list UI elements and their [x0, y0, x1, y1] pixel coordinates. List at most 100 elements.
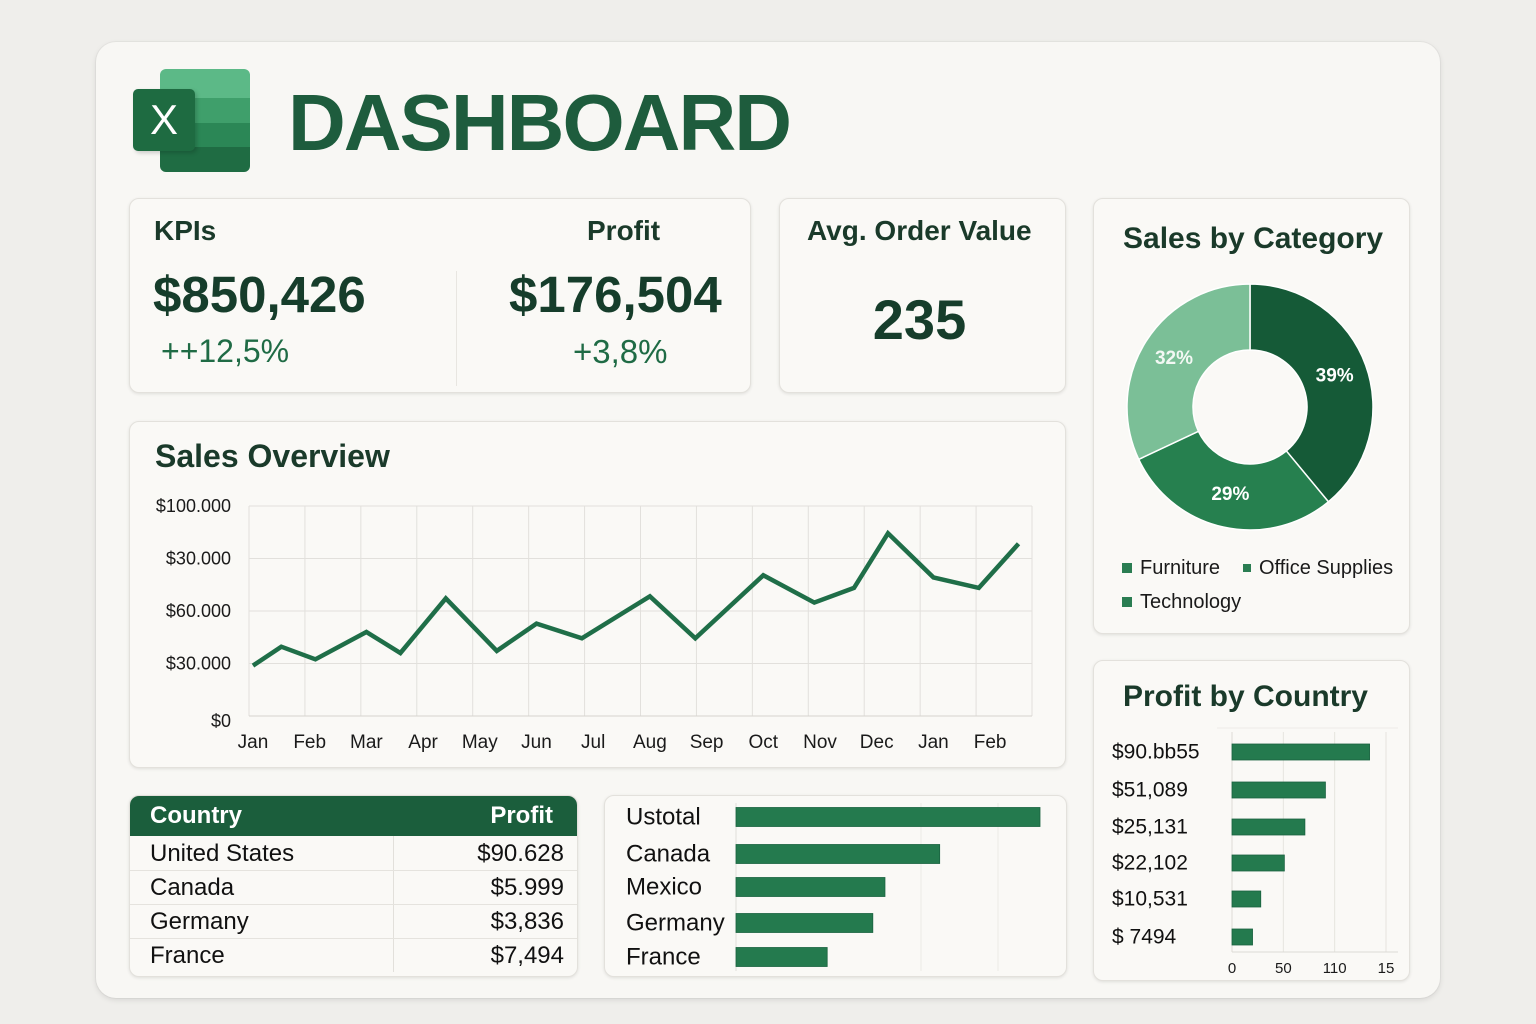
- cell-country: France: [150, 942, 225, 969]
- bar-category-label: Canada: [626, 840, 711, 867]
- donut-slice: [1249, 283, 1374, 503]
- legend-swatch: [1122, 596, 1132, 607]
- bar-category-label: $51,089: [1112, 779, 1188, 802]
- cell-profit: $7,494: [490, 942, 564, 969]
- bar: [1231, 743, 1370, 761]
- column-header-country[interactable]: Country: [150, 802, 242, 829]
- sales-by-category-card: Sales by Category 39% 29% 32% Furniture Of…: [1093, 198, 1410, 634]
- x-tick-label: Jan: [918, 732, 949, 753]
- sales-change: ++12,5%: [161, 333, 290, 369]
- cell-country: Germany: [150, 908, 249, 935]
- profit-label: Profit: [587, 215, 661, 246]
- x-tick-label: Feb: [974, 732, 1007, 753]
- x-tick-label: Jan: [238, 732, 269, 753]
- x-tick-label: 50: [1275, 960, 1292, 977]
- bar-category-label: Germany: [626, 909, 725, 936]
- table-row[interactable]: Germany $3,836: [130, 905, 577, 939]
- bar-category-label: Mexico: [626, 873, 702, 900]
- bar: [735, 807, 1041, 827]
- x-tick-label: Jul: [581, 732, 605, 753]
- x-tick-label: Mar: [350, 732, 383, 753]
- country-bar-chart-card: Ustotal Canada Mexico Germany France: [604, 795, 1067, 977]
- bar: [1231, 928, 1253, 946]
- cell-profit: $5.999: [490, 874, 564, 901]
- table-row[interactable]: United States $90.628: [130, 837, 577, 871]
- kpi-card: KPIs $850,426 ++12,5% Profit $176,504 +3…: [129, 198, 751, 393]
- profit-by-country-card: Profit by Country 0 50 110 15 $90.bb55 $51,08…: [1093, 660, 1410, 981]
- x-tick-label: May: [462, 732, 498, 753]
- bar-category-label: $ 7494: [1112, 926, 1177, 949]
- avg-order-value: 235: [872, 288, 967, 351]
- y-tick-label: $30.000: [166, 653, 231, 673]
- column-header-profit[interactable]: Profit: [490, 802, 553, 829]
- avg-order-card: Avg. Order Value 235: [779, 198, 1066, 393]
- legend-label: Furniture: [1140, 557, 1221, 579]
- donut-slice: [1137, 430, 1330, 531]
- bar: [735, 844, 941, 864]
- x-tick-label: 0: [1228, 960, 1236, 977]
- bar: [735, 913, 874, 933]
- x-tick-label: 15: [1378, 960, 1395, 977]
- legend-item-furniture[interactable]: Furniture: [1122, 557, 1220, 580]
- sales-overview-title: Sales Overview: [155, 438, 390, 474]
- profit-value: $176,504: [509, 266, 722, 323]
- sales-overview-card: Sales Overview $100.000 $30.000 $60.000 $30…: [129, 421, 1066, 768]
- legend-label: Technology: [1140, 591, 1242, 613]
- cell-country: United States: [150, 840, 295, 867]
- sales-line-chart: $100.000 $30.000 $60.000 $30.000 $0 Jan Feb Mar…: [156, 496, 1033, 753]
- category-donut-chart: 39% 29% 32%: [1126, 283, 1374, 531]
- y-tick-label: $30.000: [166, 548, 231, 568]
- x-tick-label: Jun: [521, 732, 552, 753]
- legend-label: Office Supplies: [1259, 557, 1394, 579]
- bar: [1231, 781, 1326, 799]
- page-title: DASHBOARD: [288, 78, 792, 167]
- bar-category-label: $25,131: [1112, 816, 1188, 839]
- x-tick-label: Sep: [690, 732, 724, 753]
- sales-line-series: [251, 529, 1021, 668]
- cell-profit: $3,836: [490, 908, 564, 935]
- bar-category-label: $10,531: [1112, 888, 1188, 911]
- table-row[interactable]: France $7,494: [130, 939, 577, 973]
- cell-profit: $90.628: [477, 840, 564, 867]
- y-tick-label: $0: [211, 711, 231, 731]
- bar: [735, 877, 886, 897]
- legend-swatch: [1122, 562, 1132, 573]
- x-tick-label: 110: [1323, 960, 1347, 977]
- x-tick-label: Oct: [749, 732, 779, 753]
- donut-slice-label: 29%: [1211, 484, 1249, 505]
- bar: [735, 947, 828, 967]
- donut-slice: [1126, 283, 1251, 461]
- excel-logo-badge: X: [133, 89, 195, 151]
- avg-order-title: Avg. Order Value: [807, 215, 1032, 246]
- donut-slice-label: 39%: [1316, 366, 1354, 387]
- y-tick-label: $60.000: [166, 601, 231, 621]
- country-bar-chart: Ustotal Canada Mexico Germany France: [626, 803, 1041, 971]
- bar-category-label: $90.bb55: [1112, 741, 1200, 764]
- legend-item-technology[interactable]: Technology: [1122, 591, 1241, 614]
- bar-category-label: France: [626, 943, 701, 970]
- y-tick-label: $100.000: [156, 496, 231, 516]
- bar: [1231, 890, 1262, 908]
- kpi-divider: [456, 271, 457, 386]
- x-tick-label: Feb: [293, 732, 326, 753]
- legend-item-office-supplies[interactable]: Office Supplies: [1243, 557, 1393, 580]
- x-tick-label: Apr: [408, 732, 438, 753]
- donut-slice-label: 32%: [1155, 348, 1193, 369]
- table-row[interactable]: Canada $5.999: [130, 871, 577, 905]
- bar: [1231, 854, 1285, 872]
- bar: [1231, 818, 1306, 836]
- x-tick-label: Nov: [803, 732, 837, 753]
- cell-country: Canada: [150, 874, 235, 901]
- sales-by-category-title: Sales by Category: [1123, 222, 1384, 255]
- table-header: Country Profit: [130, 796, 577, 836]
- legend-swatch: [1243, 563, 1251, 572]
- country-profit-table: Country Profit United States $90.628 Can…: [129, 795, 578, 977]
- bar-category-label: $22,102: [1112, 852, 1188, 875]
- profit-change: +3,8%: [573, 333, 668, 370]
- kpi-title: KPIs: [154, 215, 217, 246]
- sales-value: $850,426: [153, 266, 366, 323]
- profit-bar-chart: 0 50 110 15 $90.bb55 $51,089 $25,131 $22,102 $10…: [1112, 727, 1398, 977]
- x-tick-label: Dec: [860, 732, 894, 753]
- bar-category-label: Ustotal: [626, 803, 701, 830]
- x-tick-label: Aug: [633, 732, 667, 753]
